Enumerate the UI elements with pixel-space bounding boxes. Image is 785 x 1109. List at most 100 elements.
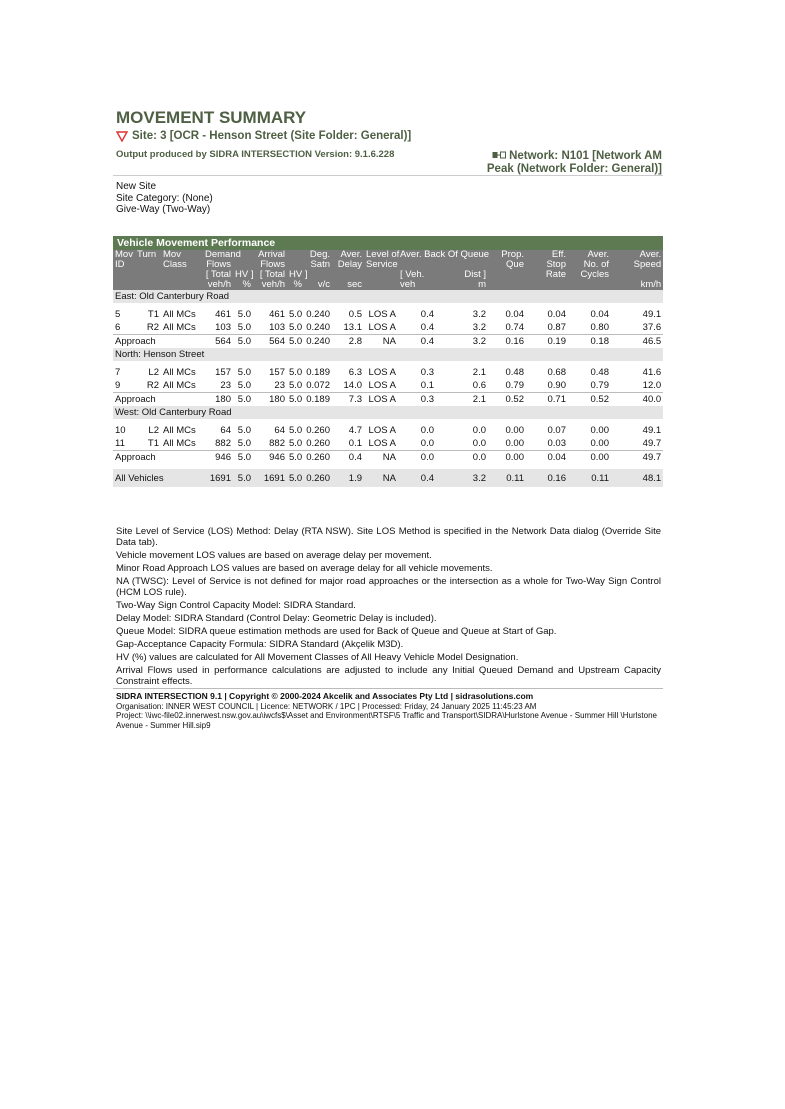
cell: 3.2	[472, 322, 486, 333]
cell: 5.0	[237, 309, 251, 320]
column-header-line: %	[293, 279, 302, 290]
cell: 0.11	[488, 469, 526, 487]
cell: 0.0	[420, 425, 434, 436]
cell: 3.2	[436, 469, 488, 487]
column-header: Mov ID	[113, 250, 135, 290]
column-header: Deg. Satn v/c	[304, 250, 332, 290]
column-header-line: Mov	[163, 249, 181, 260]
cell: 49.7	[611, 450, 664, 464]
note: Queue Model: SIDRA queue estimation meth…	[116, 626, 557, 637]
cell: 0.240	[304, 334, 332, 348]
table-row: 7 L2 All MCs 157 5.0 157 5.0 0.189 6.3 LOS A 0.3 2.…	[113, 366, 663, 379]
cell: 23	[220, 380, 231, 391]
section-row: West: Old Canterbury Road	[113, 406, 664, 419]
cell: 564	[253, 334, 287, 348]
cell: 0.90	[547, 380, 567, 391]
column-header-line	[366, 280, 396, 290]
column-header-line: km/h	[640, 279, 662, 290]
cell: 48.1	[611, 469, 664, 487]
cell: 5.0	[237, 380, 251, 391]
cell: 37.6	[642, 322, 662, 333]
column-header-line: Flows	[260, 259, 285, 270]
network-line-2: Peak (Network Folder: General)]	[486, 163, 662, 175]
cell: 0.52	[488, 392, 526, 406]
column-header-line: veh/h	[207, 279, 231, 290]
cell: 0.79	[505, 380, 525, 391]
cell: 5.0	[289, 322, 303, 333]
cell: 0.11	[568, 469, 611, 487]
column-header-line: Speed	[633, 259, 662, 270]
cell: 0.072	[306, 380, 330, 391]
cell: 946	[253, 450, 287, 464]
table-title: Vehicle Movement Performance	[113, 236, 664, 250]
cell: L2	[148, 425, 159, 436]
column-header-line: Mov	[115, 249, 133, 260]
cell: 0.07	[547, 425, 567, 436]
cell: 7.3	[332, 392, 364, 406]
section-name: North: Henson Street	[113, 348, 664, 361]
cell: NA	[364, 469, 398, 487]
column-header-line: Flows	[206, 259, 231, 270]
column-header-line: sec	[347, 279, 362, 290]
column-header-line	[289, 250, 302, 260]
cell: All MCs	[163, 367, 196, 378]
column-header: Arrival Flows[ Total veh/h	[253, 250, 287, 290]
column-header: Aver. No. of Cycles	[568, 250, 611, 290]
cell: 0.00	[568, 450, 611, 464]
cell: 64	[220, 425, 231, 436]
cell: 0.04	[590, 309, 610, 320]
column-header-line: Aver.	[639, 249, 662, 260]
column-header-line: ID	[115, 259, 125, 270]
column-header-line: veh/h	[261, 279, 285, 290]
cell: 0.19	[526, 334, 568, 348]
cell: 180	[253, 392, 287, 406]
column-header-line	[115, 280, 133, 290]
cell: NA	[364, 450, 398, 464]
cell: R2	[146, 380, 159, 391]
site-name: New Site	[116, 181, 157, 192]
cell: 0.80	[590, 322, 610, 333]
notes: Site Level of Service (LOS) Method: Dela…	[116, 526, 661, 689]
cell: 0.189	[304, 392, 332, 406]
cell: 13.1	[343, 322, 363, 333]
footer-copyright: SIDRA INTERSECTION 9.1 | Copyright © 200…	[116, 691, 534, 701]
column-header: Mov Class	[161, 250, 203, 290]
column-header-line: m	[478, 279, 486, 290]
approach-row: Approach 180 5.0 180 5.0 0.189 7.3 LOS A 0.3 2.1 0…	[113, 392, 664, 406]
cell: 5.0	[287, 469, 304, 487]
column-header-line	[137, 280, 159, 290]
cell: 10	[115, 425, 126, 436]
cell: 12.0	[642, 380, 662, 391]
cell: 64	[274, 425, 285, 436]
cell: 5.0	[237, 425, 251, 436]
table-row: 10 L2 All MCs 64 5.0 64 5.0 0.260 4.7 LOS A 0.0 0.0…	[113, 424, 663, 437]
column-header: HV ]%	[287, 250, 307, 290]
column-header: Turn	[135, 250, 161, 290]
cell: LOS A	[368, 309, 396, 320]
cell: 0.71	[526, 392, 568, 406]
column-header-line: No. of	[583, 259, 609, 270]
column-header-line: Prop.	[501, 249, 524, 260]
column-header-line	[137, 260, 159, 270]
cell: 0.79	[590, 380, 610, 391]
cell: 5.0	[287, 334, 304, 348]
cell: 5.0	[289, 425, 303, 436]
cell: 6.3	[348, 367, 362, 378]
cell: 0.4	[420, 322, 434, 333]
cell: 0.16	[526, 469, 568, 487]
cell: 0.0	[436, 450, 488, 464]
cell: 0.0	[472, 438, 486, 449]
cell: 0.5	[348, 309, 362, 320]
cell: 5.0	[233, 392, 253, 406]
cell: 0.260	[304, 450, 332, 464]
cell: T1	[147, 438, 159, 449]
column-header: Aver. Speed km/h	[611, 249, 664, 290]
cell: 0.00	[488, 450, 526, 464]
site-heading: Site: 3 [OCR - Henson Street (Site Folde…	[116, 130, 411, 142]
cell: 0.52	[568, 392, 611, 406]
cell: 5.0	[289, 309, 303, 320]
cell: 0.189	[306, 367, 330, 378]
cell: 5.0	[289, 438, 303, 449]
cell: 0.87	[547, 322, 567, 333]
note: Site Level of Service (LOS) Method: Dela…	[116, 526, 661, 548]
